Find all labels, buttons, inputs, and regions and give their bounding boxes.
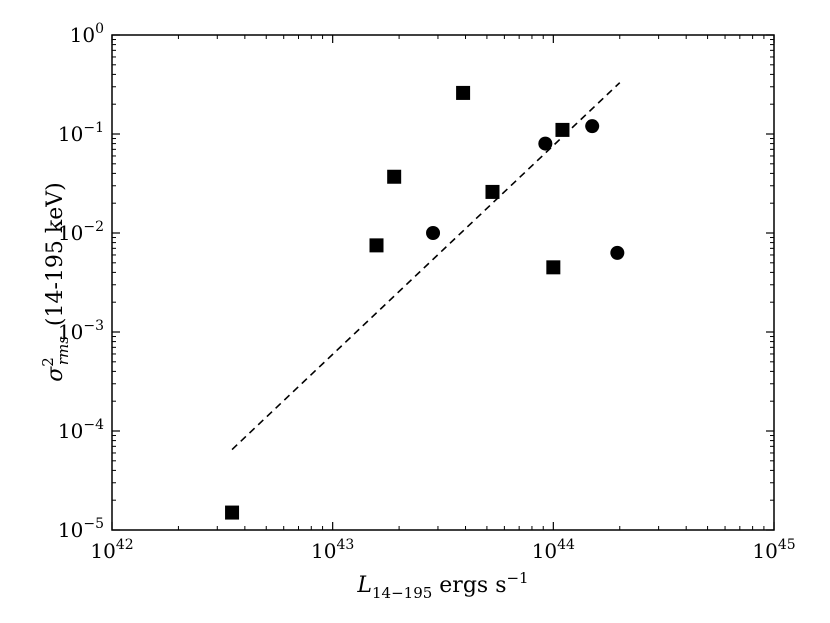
square-marker <box>369 238 384 253</box>
x-tick-label: 1044 <box>532 537 575 563</box>
data-points <box>225 85 625 520</box>
square-marker <box>225 505 240 520</box>
circle-marker <box>585 119 600 134</box>
y-tick-label: 10−2 <box>58 219 104 245</box>
x-tick-label: 1042 <box>90 537 133 563</box>
y-tick-label: 10−3 <box>58 318 104 344</box>
y-tick-label: 10−1 <box>58 120 104 146</box>
fit-line-layer <box>231 82 621 451</box>
plot-frame <box>111 34 775 531</box>
square-marker <box>387 169 402 184</box>
axis-ticks: 1042 1043 1044 1045 10−5 10−4 10−3 10−2 10−1 100 <box>58 21 796 563</box>
square-marker <box>456 85 471 100</box>
x-tick-label: 1045 <box>752 537 795 563</box>
x-tick-label: 1043 <box>311 537 354 563</box>
square-marker <box>485 184 500 199</box>
square-marker <box>546 260 561 275</box>
y-axis-label: σ2rms(14-195 keV) <box>39 182 72 382</box>
y-tick-label: 10−5 <box>58 516 104 542</box>
circle-marker <box>538 136 553 151</box>
y-tick-label: 10−4 <box>58 417 104 443</box>
x-axis-label: L14−195 ergs s−1 <box>356 569 528 602</box>
circle-marker <box>426 226 441 240</box>
circle-marker <box>610 245 625 260</box>
square-marker <box>555 122 570 137</box>
fit-line <box>231 82 621 451</box>
y-tick-label: 100 <box>70 21 104 47</box>
